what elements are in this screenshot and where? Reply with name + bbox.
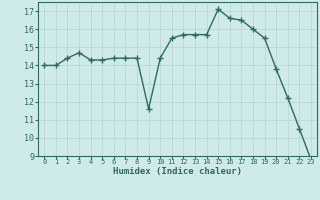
X-axis label: Humidex (Indice chaleur): Humidex (Indice chaleur) <box>113 167 242 176</box>
